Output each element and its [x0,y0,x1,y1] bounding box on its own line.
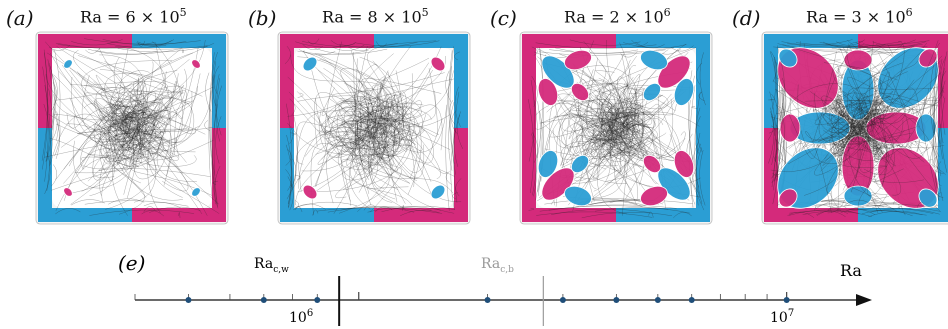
tick-label-1e6: 106 [289,308,313,326]
data-marker [783,297,790,303]
panel-d-label: (d) [732,6,761,30]
data-marker [314,297,321,303]
panel-b-label: (b) [248,6,277,30]
panel-d-title: Ra = 3 × 106 [806,6,913,27]
data-marker [185,297,192,303]
panel-a-label: (a) [6,6,34,30]
axis-arrowhead [856,294,872,306]
data-marker [484,297,491,303]
data-marker [688,297,695,303]
ra-axis-label: Ra [840,261,862,280]
threshold-w-label: Rac,w [254,256,289,275]
data-markers [185,297,790,303]
panel-d-visualization [760,30,948,226]
threshold-b-label: Rac,b [481,256,514,275]
panel-a-visualization [34,30,230,226]
panel-c-visualization [518,30,714,226]
panel-c-title: Ra = 2 × 106 [564,6,671,27]
panel-b-visualization [276,30,472,226]
tick-label-1e7: 107 [770,308,794,326]
data-marker [654,297,661,303]
panel-b-title: Ra = 8 × 105 [322,6,429,27]
data-marker [260,297,267,303]
panel-e-label: (e) [118,251,145,275]
data-marker [559,297,566,303]
panel-c-label: (c) [490,6,517,30]
rayleigh-axis: (e) Ra Rac,w Rac,b 106 107 [118,251,872,326]
data-marker [613,297,620,303]
axis-ticks [134,292,788,300]
panel-a-title: Ra = 6 × 105 [80,6,187,27]
